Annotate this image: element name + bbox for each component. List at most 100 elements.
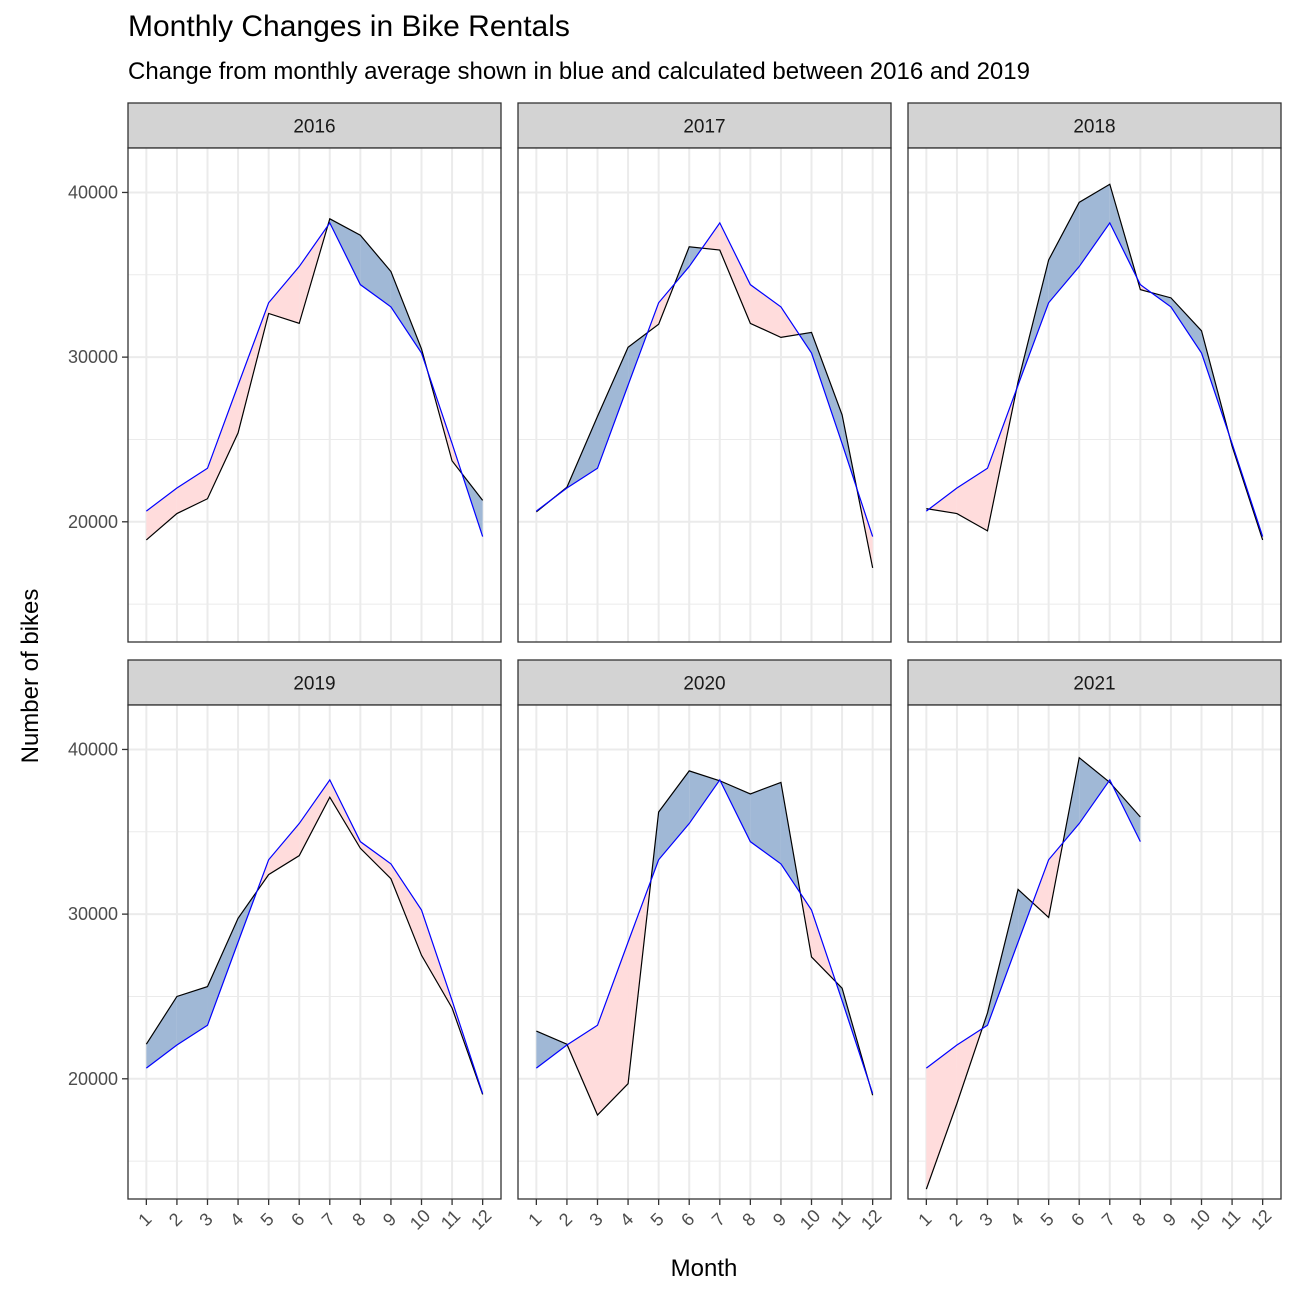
ribbon-segment	[360, 841, 391, 879]
average-line	[145, 221, 484, 537]
x-tick-label: 4	[1006, 1209, 1027, 1230]
ribbon-segment	[987, 889, 1019, 1026]
x-tick-label: 7	[318, 1209, 339, 1230]
ribbon-segment	[176, 986, 208, 1046]
facet-strip-label: 2016	[293, 117, 335, 138]
x-tick-label: 8	[1128, 1209, 1149, 1230]
panel-border	[127, 704, 502, 1200]
facet-strip-label: 2021	[1073, 674, 1115, 695]
average-line	[535, 221, 874, 537]
x-axis-title: Month	[671, 1255, 738, 1282]
ribbon-segment	[750, 782, 781, 864]
ribbon-segment	[1018, 889, 1033, 943]
ribbon-segment	[811, 332, 843, 444]
x-tick-label: 11	[827, 1206, 854, 1233]
panel-background	[128, 148, 501, 642]
ribbon-segment	[1079, 184, 1110, 267]
actual-line	[925, 756, 1141, 1190]
x-tick-label: 8	[738, 1209, 759, 1230]
average-line	[535, 778, 874, 1094]
x-tick-label: 10	[406, 1205, 434, 1233]
facet-strip-label: 2019	[293, 674, 335, 695]
ribbon-segment	[719, 222, 751, 324]
ribbon-segment	[689, 770, 720, 824]
facet-panel-2016: 2016 20000 30000 40000	[68, 102, 502, 643]
ribbon-segment	[956, 468, 988, 531]
ribbon-segment	[299, 779, 330, 856]
facet-strip	[517, 659, 892, 706]
ribbon-segment	[1170, 297, 1202, 354]
x-tick-label: 2	[945, 1209, 966, 1230]
ribbon-segment	[146, 488, 177, 540]
panel-background	[128, 705, 501, 1199]
panel-border	[907, 147, 1282, 643]
facet-strip-label: 2017	[683, 117, 725, 138]
x-tick-label: 7	[708, 1209, 729, 1230]
x-tick-label: 3	[975, 1209, 996, 1230]
x-tick-label: 5	[647, 1209, 668, 1230]
y-tick-label: 20000	[68, 1069, 118, 1089]
x-tick-label: 12	[1247, 1205, 1275, 1233]
average-line	[925, 778, 1141, 1069]
y-tick-label: 30000	[68, 904, 118, 924]
ribbon-segment	[268, 823, 300, 875]
actual-line	[926, 183, 1264, 541]
ribbon-segment	[390, 863, 422, 956]
ribbon-segment	[926, 1045, 957, 1190]
x-tick-label: 8	[348, 1209, 369, 1230]
facet-panel-2018: 2018	[907, 102, 1282, 643]
ribbon-segment	[207, 385, 239, 499]
x-tick-label: 5	[1037, 1209, 1058, 1230]
ribbon-segment	[238, 302, 269, 433]
ribbon-segment	[329, 779, 361, 849]
facet-strip-label: 2020	[683, 674, 725, 695]
x-tick-label: 5	[257, 1209, 278, 1230]
actual-line	[535, 246, 874, 569]
y-tick-label: 30000	[68, 347, 118, 367]
y-tick-label: 40000	[68, 182, 118, 202]
actual-line	[536, 770, 874, 1117]
ribbon-segment	[929, 488, 957, 514]
chart-title: Monthly Changes in Bike Rentals	[128, 10, 570, 43]
ribbon-segment	[1032, 859, 1049, 918]
y-tick-label: 20000	[68, 512, 118, 532]
x-tick-label: 3	[195, 1209, 216, 1230]
panel-border	[907, 704, 1282, 1200]
x-tick-label: 12	[467, 1205, 495, 1233]
x-tick-label: 1	[914, 1209, 935, 1230]
x-tick-label: 6	[677, 1209, 698, 1230]
ribbon-segment	[360, 235, 391, 307]
x-tick-label: 11	[437, 1206, 464, 1233]
ribbon-segment	[658, 770, 690, 860]
ribbon-segment	[207, 918, 239, 1026]
facet-strip	[517, 102, 892, 149]
ribbon-segment	[597, 347, 629, 469]
average-line	[145, 778, 484, 1094]
x-tick-label: 9	[769, 1209, 790, 1230]
y-axis-title: Number of bikes	[17, 589, 44, 764]
ribbon-segment	[567, 1025, 598, 1116]
facet-strip-label: 2018	[1073, 117, 1115, 138]
facet-panel-2017: 2017	[517, 102, 892, 643]
x-tick-label: 1	[524, 1209, 545, 1230]
x-tick-label: 4	[226, 1209, 247, 1230]
y-tick-label: 40000	[68, 739, 118, 759]
x-tick-label: 10	[1186, 1205, 1214, 1233]
x-tick-label: 11	[1217, 1206, 1244, 1233]
x-tick-label: 4	[616, 1209, 637, 1230]
actual-line	[145, 795, 484, 1095]
x-tick-label: 2	[165, 1209, 186, 1230]
ribbon-segment	[268, 266, 300, 324]
x-tick-label: 2	[555, 1209, 576, 1230]
x-tick-label: 10	[796, 1205, 824, 1233]
ribbon-segment	[1079, 757, 1109, 824]
x-tick-label: 6	[1067, 1209, 1088, 1230]
ribbon-segment	[536, 1031, 567, 1069]
average-line	[925, 221, 1264, 537]
ribbon-segment	[750, 284, 781, 338]
panel-border	[127, 147, 502, 643]
